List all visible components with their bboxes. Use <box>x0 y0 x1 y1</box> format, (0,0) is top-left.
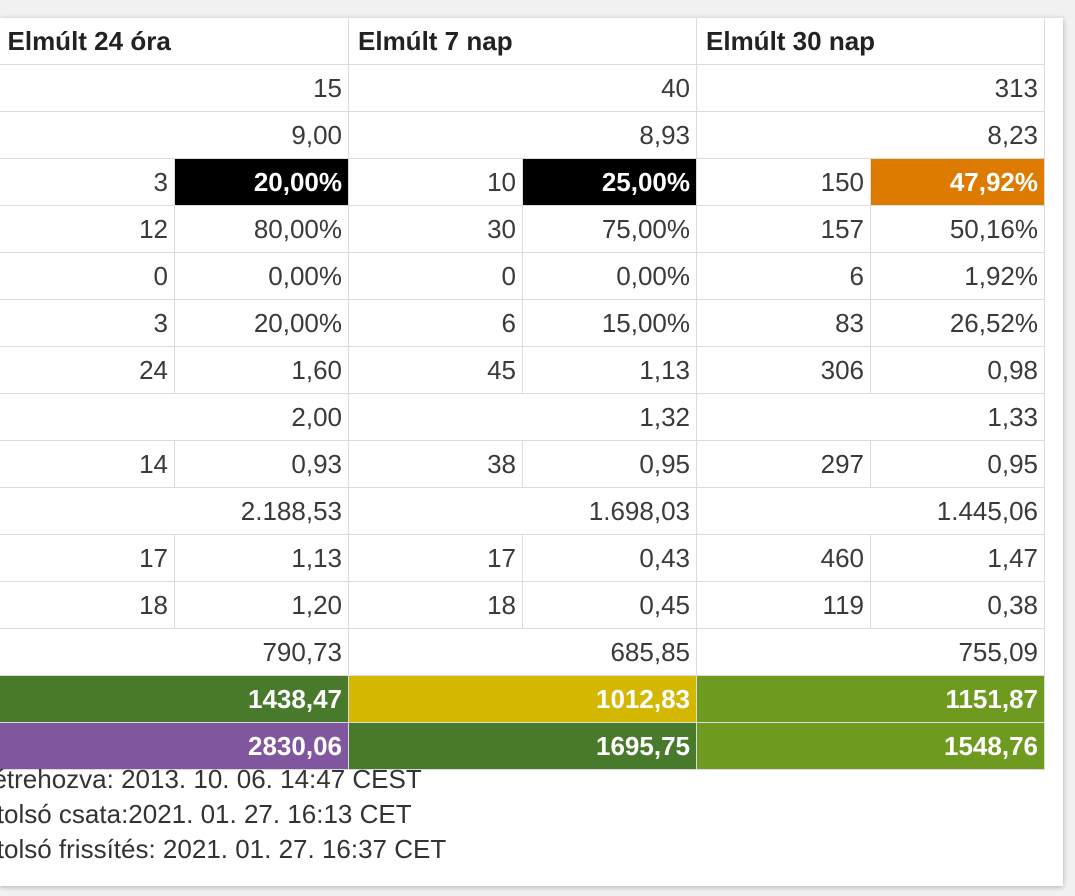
count-cell-24h: 12 <box>0 205 175 253</box>
count-cell-7d: 6 <box>348 299 523 347</box>
ratio-cell-30d: 26,52% <box>870 299 1045 347</box>
ratio-cell-24h: 1,60 <box>174 346 349 394</box>
table-row: 12 80,00% 30 75,00% 157 50,16% <box>0 205 1045 253</box>
count-cell-30d: 460 <box>696 534 871 582</box>
table-row: 3 20,00% 10 25,00% 150 47,92% <box>0 158 1045 206</box>
count-cell-7d: 30 <box>348 205 523 253</box>
header-row: Elmúlt 24 óra Elmúlt 7 nap Elmúlt 30 nap <box>0 18 1045 65</box>
ratio-cell-30d: 1,92% <box>870 252 1045 300</box>
value-cell-7d: 1012,83 <box>348 675 697 723</box>
ratio-cell-7d: 0,43 <box>522 534 697 582</box>
value-cell-30d: 313 <box>696 64 1045 112</box>
count-cell-7d: 17 <box>348 534 523 582</box>
value-cell-30d: 1.445,06 <box>696 487 1045 535</box>
ratio-cell-24h: 80,00% <box>174 205 349 253</box>
count-cell-24h: 14 <box>0 440 175 488</box>
value-cell-7d: 1695,75 <box>348 722 697 770</box>
value-cell-24h: 9,00 <box>0 111 349 159</box>
value-cell-30d: 755,09 <box>696 628 1045 676</box>
count-cell-30d: 157 <box>696 205 871 253</box>
table-row: 2,00 1,32 1,33 <box>0 393 1045 441</box>
ratio-cell-30d: 47,92% <box>870 158 1045 206</box>
value-cell-30d: 1151,87 <box>696 675 1045 723</box>
ratio-cell-24h: 0,00% <box>174 252 349 300</box>
header-24h: Elmúlt 24 óra <box>0 18 349 65</box>
table-row: 9,00 8,93 8,23 <box>0 111 1045 159</box>
ratio-cell-30d: 0,98 <box>870 346 1045 394</box>
count-cell-7d: 45 <box>348 346 523 394</box>
value-cell-7d: 8,93 <box>348 111 697 159</box>
ratio-cell-30d: 1,47 <box>870 534 1045 582</box>
table-row: 2.188,53 1.698,03 1.445,06 <box>0 487 1045 535</box>
count-cell-30d: 6 <box>696 252 871 300</box>
table-row: 15 40 313 <box>0 64 1045 112</box>
value-cell-30d: 1548,76 <box>696 722 1045 770</box>
ratio-cell-24h: 1,20 <box>174 581 349 629</box>
count-cell-7d: 38 <box>348 440 523 488</box>
count-cell-7d: 18 <box>348 581 523 629</box>
count-cell-24h: 18 <box>0 581 175 629</box>
value-cell-30d: 1,33 <box>696 393 1045 441</box>
value-cell-7d: 1.698,03 <box>348 487 697 535</box>
table-row: 18 1,20 18 0,45 119 0,38 <box>0 581 1045 629</box>
count-cell-30d: 297 <box>696 440 871 488</box>
count-cell-24h: 3 <box>0 299 175 347</box>
value-cell-24h: 2830,06 <box>0 722 349 770</box>
ratio-cell-7d: 15,00% <box>522 299 697 347</box>
stats-table: Elmúlt 24 óra Elmúlt 7 nap Elmúlt 30 nap… <box>0 18 1045 770</box>
table-row: 0 0,00% 0 0,00% 6 1,92% <box>0 252 1045 300</box>
table-row: 24 1,60 45 1,13 306 0,98 <box>0 346 1045 394</box>
stats-body: 15 40 313 9,00 8,93 8,23 3 20,00% 10 25,00% 150 47,… <box>0 64 1045 770</box>
ratio-cell-7d: 0,00% <box>522 252 697 300</box>
ratio-cell-30d: 0,95 <box>870 440 1045 488</box>
count-cell-7d: 10 <box>348 158 523 206</box>
value-cell-7d: 40 <box>348 64 697 112</box>
value-cell-7d: 685,85 <box>348 628 697 676</box>
value-cell-30d: 8,23 <box>696 111 1045 159</box>
count-cell-30d: 150 <box>696 158 871 206</box>
value-cell-24h: 2.188,53 <box>0 487 349 535</box>
ratio-cell-7d: 1,13 <box>522 346 697 394</box>
stats-card: Elmúlt 24 óra Elmúlt 7 nap Elmúlt 30 nap… <box>0 18 1063 886</box>
ratio-cell-7d: 0,45 <box>522 581 697 629</box>
count-cell-24h: 0 <box>0 252 175 300</box>
count-cell-30d: 306 <box>696 346 871 394</box>
value-cell-24h: 1438,47 <box>0 675 349 723</box>
last-battle-date: Utolsó csata:2021. 01. 27. 16:13 CET <box>0 799 412 829</box>
value-cell-24h: 2,00 <box>0 393 349 441</box>
header-30d: Elmúlt 30 nap <box>696 18 1045 65</box>
ratio-cell-24h: 0,93 <box>174 440 349 488</box>
ratio-cell-7d: 0,95 <box>522 440 697 488</box>
count-cell-24h: 24 <box>0 346 175 394</box>
created-date: Létrehozva: 2013. 10. 06. 14:47 CEST <box>0 764 422 794</box>
count-cell-30d: 83 <box>696 299 871 347</box>
count-cell-30d: 119 <box>696 581 871 629</box>
count-cell-24h: 3 <box>0 158 175 206</box>
count-cell-24h: 17 <box>0 534 175 582</box>
table-row: 2830,06 1695,75 1548,76 <box>0 722 1045 770</box>
ratio-cell-24h: 1,13 <box>174 534 349 582</box>
ratio-cell-30d: 0,38 <box>870 581 1045 629</box>
count-cell-7d: 0 <box>348 252 523 300</box>
ratio-cell-30d: 50,16% <box>870 205 1045 253</box>
ratio-cell-24h: 20,00% <box>174 299 349 347</box>
value-cell-24h: 790,73 <box>0 628 349 676</box>
ratio-cell-7d: 25,00% <box>522 158 697 206</box>
table-row: 1438,47 1012,83 1151,87 <box>0 675 1045 723</box>
last-update-date: Utolsó frissítés: 2021. 01. 27. 16:37 CE… <box>0 834 447 864</box>
header-7d: Elmúlt 7 nap <box>348 18 697 65</box>
table-row: 3 20,00% 6 15,00% 83 26,52% <box>0 299 1045 347</box>
value-cell-7d: 1,32 <box>348 393 697 441</box>
ratio-cell-24h: 20,00% <box>174 158 349 206</box>
table-row: 14 0,93 38 0,95 297 0,95 <box>0 440 1045 488</box>
value-cell-24h: 15 <box>0 64 349 112</box>
footer-info: Létrehozva: 2013. 10. 06. 14:47 CEST Uto… <box>0 762 446 867</box>
ratio-cell-7d: 75,00% <box>522 205 697 253</box>
table-row: 17 1,13 17 0,43 460 1,47 <box>0 534 1045 582</box>
table-row: 790,73 685,85 755,09 <box>0 628 1045 676</box>
